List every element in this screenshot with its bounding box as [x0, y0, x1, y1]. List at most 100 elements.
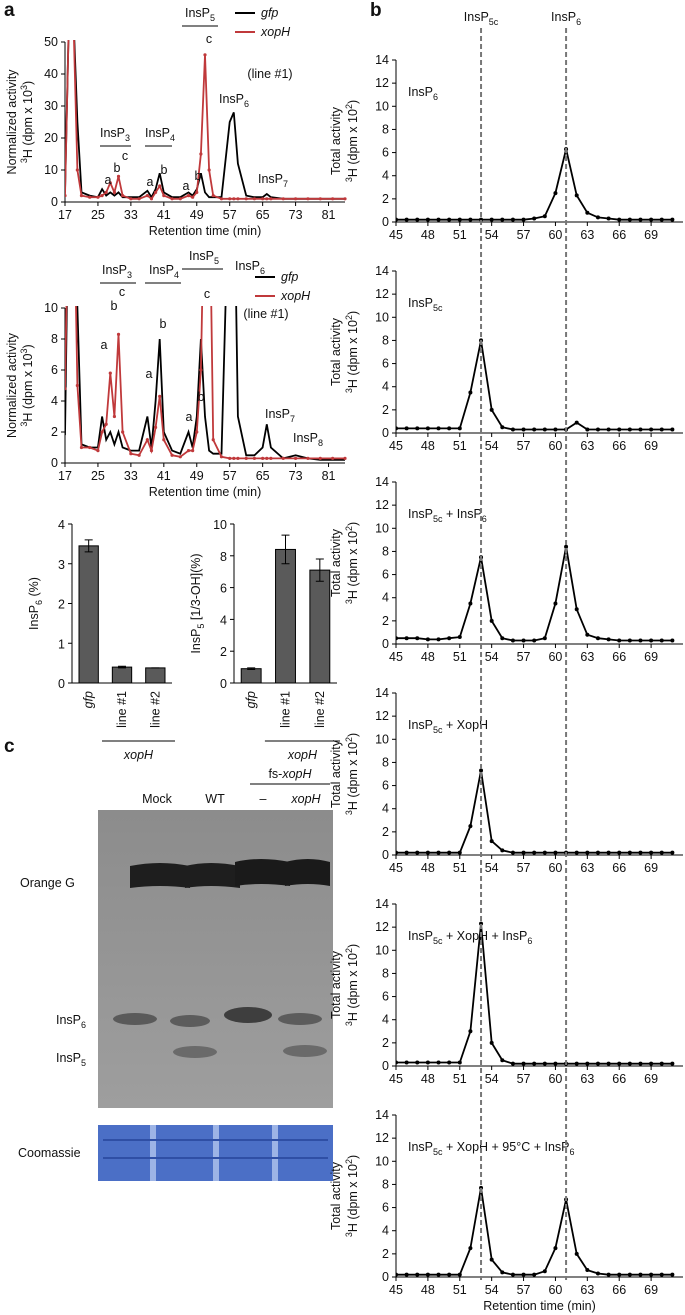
y-tick-label: 6 [382, 1201, 389, 1215]
data-point [186, 449, 191, 453]
x-tick-label: 54 [485, 439, 499, 453]
annotation: b [114, 161, 121, 175]
data-point [489, 1257, 494, 1262]
data-point [468, 217, 473, 222]
text-part: 2 [344, 315, 354, 320]
data-point [606, 216, 611, 221]
text-part: InsP [189, 629, 203, 654]
panel-label: c [4, 736, 15, 757]
data-point [447, 1272, 452, 1277]
x-tick-label: 41 [157, 208, 171, 222]
x-tick-label: 45 [389, 650, 403, 664]
text-part: InsP [408, 296, 433, 310]
data-point [252, 197, 257, 201]
data-point [153, 425, 158, 429]
data-point [521, 217, 526, 222]
data-point [96, 195, 100, 199]
data-point [510, 1272, 515, 1277]
x-tick-label: 66 [612, 650, 626, 664]
data-point [627, 1272, 632, 1277]
y-tick-label: 2 [51, 425, 58, 439]
data-point [606, 1272, 611, 1277]
data-point [510, 217, 515, 222]
text-part: 6 [81, 1020, 86, 1030]
y-tick-label: 8 [382, 333, 389, 347]
x-tick-label: 60 [548, 1283, 562, 1297]
data-point [195, 430, 199, 434]
band [130, 863, 190, 888]
y-tick-label: 50 [44, 35, 58, 49]
text-part: 5c [433, 936, 443, 946]
text-part: InsP [189, 249, 214, 263]
x-tick-label: 48 [421, 439, 435, 453]
y-tick-label: 12 [375, 920, 389, 934]
text-part: InsP [102, 263, 127, 277]
data-point [425, 1060, 430, 1065]
data-point [96, 449, 100, 453]
data-point [670, 1272, 675, 1277]
y-tick-label: 8 [51, 332, 58, 346]
data-point [68, 8, 71, 11]
data-point [306, 197, 310, 201]
lane-label: – [260, 792, 267, 806]
legend-label: gfp [261, 6, 278, 20]
data-point [659, 850, 664, 855]
data-point [670, 638, 675, 643]
x-tick-label: 51 [453, 439, 467, 453]
data-point [425, 637, 430, 642]
error-bar [118, 665, 126, 669]
data-point [100, 194, 104, 198]
text-part: InsP [258, 172, 283, 186]
x-tick-label: 51 [453, 228, 467, 242]
data-point [659, 638, 664, 643]
data-point [404, 217, 409, 222]
lane-gap [213, 1125, 219, 1181]
series-line [396, 340, 673, 431]
data-point [112, 414, 117, 419]
x-tick-label: 54 [485, 1283, 499, 1297]
data-point [149, 197, 154, 201]
data-point [447, 850, 452, 855]
y-tick-label: 14 [375, 264, 389, 278]
data-point [457, 635, 462, 640]
x-tick-label: 73 [289, 208, 303, 222]
text-part: H (dpm x 10 [21, 90, 35, 158]
data-point [211, 194, 215, 198]
y-tick-label: 8 [382, 966, 389, 980]
x-tick-label: gfp [82, 691, 96, 708]
data-point [542, 1269, 547, 1274]
data-point [585, 210, 590, 215]
annotation: c [119, 285, 125, 299]
x-tick-label: 69 [644, 650, 658, 664]
data-point [415, 850, 420, 855]
text-part: 3 [344, 1232, 354, 1237]
text-part: + XopH + InsP [443, 929, 528, 943]
data-point [170, 453, 174, 457]
data-point [219, 197, 224, 201]
y-tick-label: 8 [220, 550, 227, 564]
data-point [228, 456, 232, 460]
data-point [79, 445, 84, 450]
y-tick-label: 0 [382, 1059, 389, 1073]
text-part: + InsP [443, 507, 482, 521]
text-part: 6 [34, 600, 44, 605]
annotation: InsP6 [219, 92, 249, 109]
y-tick-label: 2 [382, 192, 389, 206]
data-point [649, 1272, 654, 1277]
text-part: fs- [268, 767, 282, 781]
y-tick-label: 10 [375, 943, 389, 957]
x-axis-label: Retention time (min) [149, 224, 262, 238]
text-part: ) [346, 100, 360, 104]
text-part: [1/3-OH](%) [189, 553, 203, 623]
data-point [137, 197, 141, 201]
data-point [585, 850, 590, 855]
data-point [178, 455, 182, 459]
y-tick-label: 10 [375, 99, 389, 113]
data-point [595, 850, 600, 855]
data-point [489, 839, 494, 844]
data-point [404, 636, 409, 641]
data-point [404, 850, 409, 855]
text-part: InsP [235, 259, 260, 273]
data-point [145, 438, 149, 442]
y-tick-label: 0 [51, 456, 58, 470]
